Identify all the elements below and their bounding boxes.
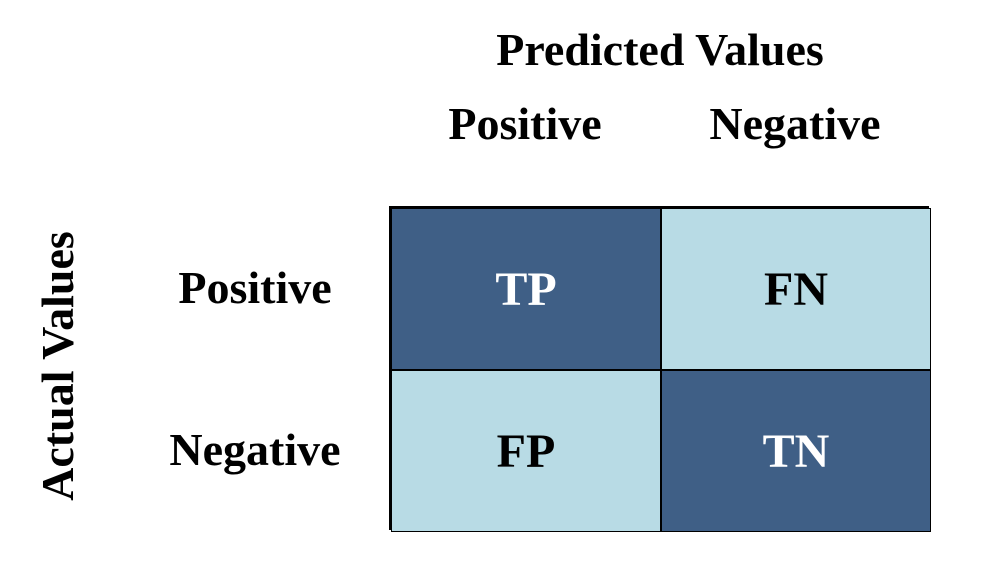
cell-true-negative: TN [661, 370, 931, 532]
predicted-negative-label: Negative [709, 98, 881, 149]
predicted-values-title: Predicted Values [496, 24, 824, 75]
actual-negative-label: Negative [169, 424, 341, 475]
predicted-positive-label: Positive [448, 98, 602, 149]
actual-values-title: Actual Values [32, 231, 83, 501]
actual-positive-label: Positive [178, 262, 332, 313]
cell-false-positive: FP [391, 370, 661, 532]
confusion-matrix: TP FN FP TN [389, 206, 931, 532]
cell-true-positive: TP [391, 208, 661, 370]
cell-false-negative: FN [661, 208, 931, 370]
